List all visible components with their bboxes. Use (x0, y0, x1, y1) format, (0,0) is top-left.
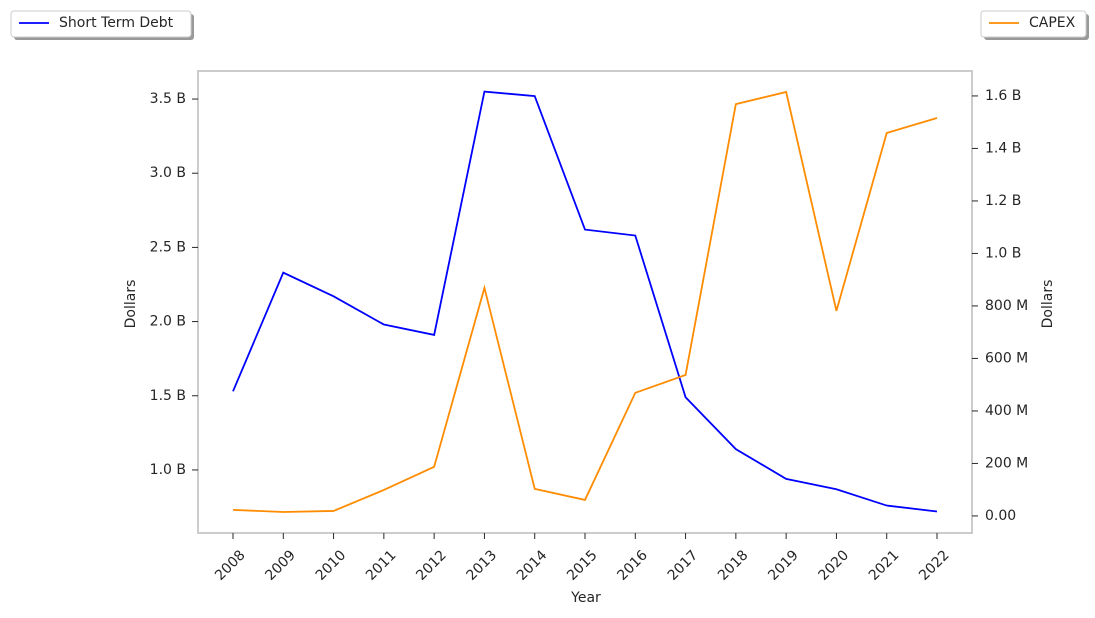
y-tick-label: 3.5 B (150, 91, 186, 107)
y2-tick-label: 0.00 (985, 508, 1016, 524)
x-tick-label: 2014 (514, 547, 551, 584)
x-tick-label: 2011 (363, 547, 400, 584)
legend: Short Term Debt (10, 10, 194, 40)
y2-tick-label: 1.0 B (985, 245, 1021, 261)
x-tick-label: 2020 (816, 547, 853, 584)
y2-tick-label: 1.4 B (985, 140, 1021, 156)
x-tick-label: 2022 (916, 547, 953, 584)
line-series (232, 90, 938, 513)
legend: CAPEX (980, 10, 1089, 40)
y2-tick-label: 1.6 B (985, 88, 1021, 104)
x-tick-label: 2013 (464, 547, 501, 584)
y-tick-label: 1.0 B (150, 462, 186, 478)
y-tick-label: 3.0 B (150, 165, 186, 181)
plot-frame (197, 70, 973, 534)
y2-tick-label: 200 M (985, 455, 1028, 471)
x-tick-label: 2010 (313, 547, 350, 584)
x-tick-label: 2015 (564, 547, 601, 584)
line-series (232, 90, 938, 513)
y2-tick-label: 400 M (985, 403, 1028, 419)
x-tick-label: 2008 (212, 547, 249, 584)
legend-box (10, 10, 192, 38)
x-tick-label: 2019 (765, 547, 802, 584)
x-tick-label: 2021 (866, 547, 903, 584)
y2-tick-label: 600 M (985, 350, 1028, 366)
y-tick-label: 2.0 B (150, 314, 186, 330)
x-tick-label: 2018 (715, 547, 752, 584)
x-tick-label: 2009 (262, 547, 299, 584)
x-tick-label: 2017 (665, 547, 702, 584)
legend-box (980, 10, 1087, 38)
y-tick-label: 2.5 B (150, 239, 186, 255)
legend-label: Short Term Debt (59, 15, 174, 31)
x-tick-label: 2012 (413, 547, 450, 584)
legend-label: CAPEX (1029, 15, 1076, 31)
y2-tick-label: 800 M (985, 298, 1028, 314)
y-tick-label: 1.5 B (150, 388, 186, 404)
y-axis-label: Dollars (123, 280, 139, 329)
y2-tick-label: 1.2 B (985, 193, 1021, 209)
y2-axis-label: Dollars (1040, 280, 1056, 329)
x-axis-label: Year (570, 590, 601, 606)
x-tick-label: 2016 (614, 547, 651, 584)
